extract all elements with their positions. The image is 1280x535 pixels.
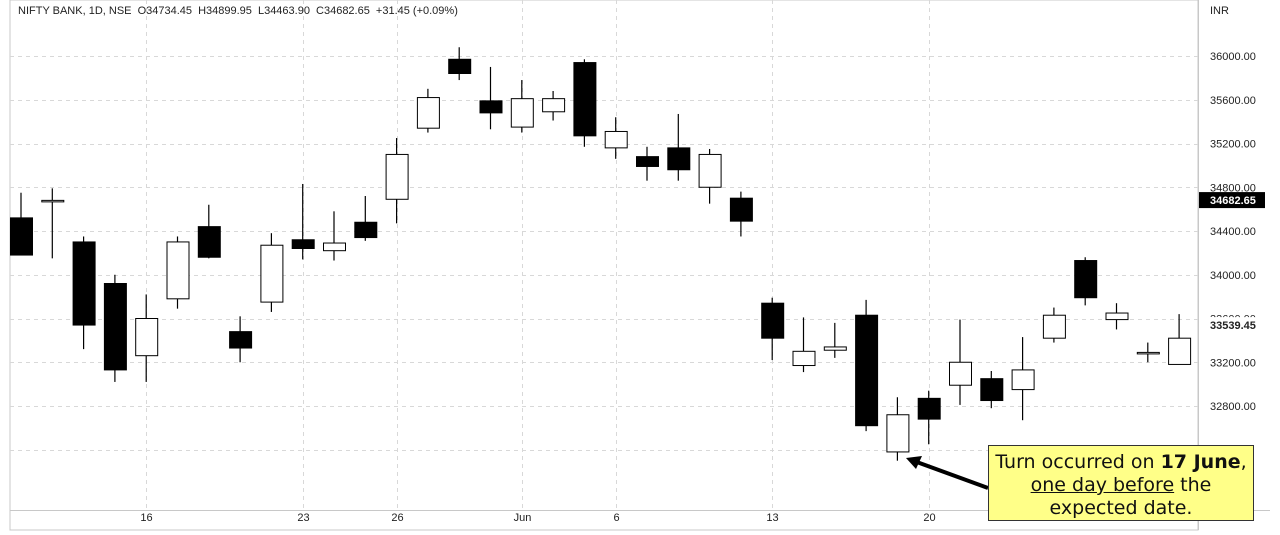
candle-down[interactable] (636, 156, 659, 167)
callout-emphasis: one day before (1030, 474, 1175, 496)
candle-up[interactable] (698, 153, 722, 188)
candle-up[interactable] (166, 241, 190, 300)
y-tick-label: 34400.00 (1210, 226, 1256, 238)
candle-up[interactable] (1105, 312, 1129, 321)
candle-down[interactable] (980, 378, 1004, 402)
x-tick-label: 16 (140, 512, 152, 524)
candle-up[interactable] (41, 199, 65, 203)
candle-up[interactable] (886, 414, 910, 453)
annotation-arrow-line (913, 459, 989, 490)
secondary-price-tag-bg (1199, 317, 1265, 334)
candle-up[interactable] (1042, 314, 1066, 339)
callout-date: 17 June (1160, 451, 1241, 473)
candle-down[interactable] (197, 226, 221, 258)
candle-down[interactable] (573, 62, 597, 137)
y-axis-unit: INR (1210, 5, 1229, 17)
candles-group (10, 47, 1192, 461)
candle-up[interactable] (1168, 337, 1192, 365)
candle-up[interactable] (510, 98, 534, 128)
candle-down[interactable] (855, 314, 879, 427)
candle-up[interactable] (260, 244, 284, 303)
candle-up[interactable] (1011, 369, 1035, 391)
candle-up[interactable] (323, 242, 346, 252)
x-tick-label: 23 (297, 512, 309, 524)
annotation-arrowhead (906, 456, 922, 469)
x-tick-label: 20 (923, 512, 935, 524)
y-tick-label: 34800.00 (1210, 182, 1256, 194)
candle-down[interactable] (448, 58, 472, 74)
candle-down[interactable] (103, 283, 127, 371)
callout-comma: , (1240, 451, 1247, 473)
x-tick-label: Jun (514, 512, 532, 524)
candle-up[interactable] (792, 350, 816, 367)
candle-down[interactable] (479, 100, 503, 114)
candle-down[interactable] (761, 302, 785, 339)
symbol-label: NIFTY BANK, 1D, NSE (18, 5, 132, 17)
open-value: O34734.45 (137, 5, 192, 17)
candle-down[interactable] (917, 397, 941, 420)
close-value: C34682.65 (316, 5, 370, 17)
y-tick-label: 35200.00 (1210, 139, 1256, 151)
callout-line-1-text: Turn occurred on (995, 451, 1161, 473)
y-tick-label: 34000.00 (1210, 270, 1256, 282)
y-tick-label: 36000.00 (1210, 51, 1256, 63)
callout-line-3: expected date. (1049, 497, 1193, 519)
callout-line-2-text: the (1174, 474, 1212, 496)
x-tick-label: 6 (613, 512, 619, 524)
candle-down[interactable] (10, 217, 33, 256)
candle-up[interactable] (604, 130, 628, 149)
candle-up[interactable] (1136, 351, 1160, 355)
candle-up[interactable] (416, 97, 440, 129)
candle-up[interactable] (135, 318, 159, 357)
candle-down[interactable] (72, 241, 96, 326)
candle-up[interactable] (385, 153, 409, 200)
low-value: L34463.90 (257, 5, 310, 17)
callout-line-1: Turn occurred on 17 June, (989, 451, 1253, 474)
y-tick-label: 33200.00 (1210, 357, 1256, 369)
candle-up[interactable] (542, 98, 566, 113)
y-tick-label: 32800.00 (1210, 401, 1256, 413)
candle-down[interactable] (667, 147, 691, 171)
change-value: +31.45 (+0.09%) (375, 5, 458, 17)
candle-down[interactable] (229, 331, 253, 349)
candle-down[interactable] (1074, 260, 1098, 299)
chart-header: NIFTY BANK, 1D, NSE O34734.45 H34899.95 … (18, 5, 461, 17)
x-tick-label: 26 (391, 512, 403, 524)
y-tick-label: 35600.00 (1210, 95, 1256, 107)
candle-up[interactable] (949, 361, 972, 386)
candle-down[interactable] (729, 197, 753, 222)
current-price-tag: 34682.65 (1210, 195, 1256, 207)
annotation-callout: Turn occurred on 17 June, one day before… (988, 445, 1254, 521)
current-price-tag-bg (1199, 192, 1265, 209)
high-value: H34899.95 (198, 5, 252, 17)
secondary-price-tag: 33539.45 (1210, 320, 1256, 332)
candle-up[interactable] (823, 346, 847, 351)
x-tick-label: 13 (766, 512, 778, 524)
candle-down[interactable] (291, 239, 315, 249)
callout-line-2: one day before the (989, 474, 1253, 497)
candle-down[interactable] (354, 221, 378, 239)
